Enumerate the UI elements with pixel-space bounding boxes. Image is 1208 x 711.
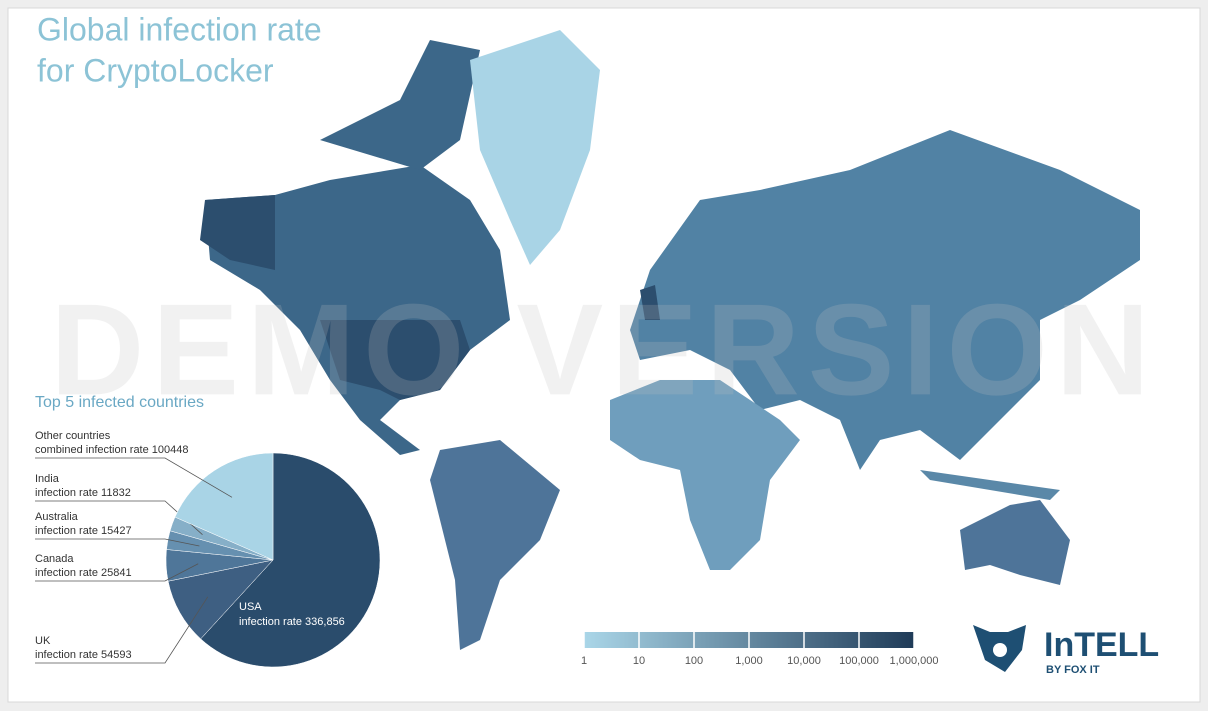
fox-eye (993, 643, 1007, 657)
scale-tick-label: 10,000 (787, 655, 821, 667)
slice-value-label: infection rate 25841 (35, 567, 132, 579)
arctic-islands (320, 40, 480, 170)
slice-value-label: infection rate 336,856 (239, 616, 345, 628)
south-america (430, 440, 560, 650)
slice-label: UK (35, 635, 51, 647)
title-line: Global infection rate (37, 11, 322, 47)
eurasia (630, 130, 1140, 470)
slice-label: Other countries (35, 430, 111, 442)
brand-name: InTELL (1044, 626, 1159, 664)
pie-slice (200, 452, 381, 668)
africa (610, 380, 800, 570)
scale-tick-label: 100,000 (839, 655, 879, 667)
slice-value-label: infection rate 11832 (35, 487, 131, 499)
indonesia (920, 470, 1060, 500)
title-line: for CryptoLocker (37, 52, 274, 88)
scale-tick-label: 1 (581, 655, 587, 667)
pie-slice (174, 452, 274, 561)
australia (960, 500, 1070, 585)
world-map (200, 30, 1140, 650)
uk (640, 285, 660, 320)
watermark: DEMO VERSION (50, 276, 1157, 422)
leader-line (35, 563, 199, 582)
usa (320, 320, 470, 400)
leader-line (35, 538, 200, 547)
slice-label: USA (239, 601, 262, 613)
greenland (470, 30, 600, 265)
logo: InTELL BY FOX IT (973, 625, 1159, 676)
leader-line (35, 596, 209, 664)
scale-tick-label: 1,000,000 (890, 655, 939, 667)
slice-value-label: infection rate 15427 (35, 525, 132, 537)
leader-line (35, 457, 233, 498)
slice-label: Canada (35, 553, 74, 565)
slice-label: India (35, 473, 60, 485)
scale-tick-label: 100 (685, 655, 703, 667)
pie-title: Top 5 infected countries (35, 394, 204, 411)
slice-label: Australia (35, 511, 79, 523)
scale-tick-label: 10 (633, 655, 645, 667)
slice-value-label: infection rate 54593 (35, 649, 132, 661)
scale-tick-label: 1,000 (735, 655, 763, 667)
brand-tagline: BY FOX IT (1046, 664, 1100, 676)
alaska (200, 195, 275, 270)
slice-value-label: combined infection rate 100448 (35, 444, 189, 456)
